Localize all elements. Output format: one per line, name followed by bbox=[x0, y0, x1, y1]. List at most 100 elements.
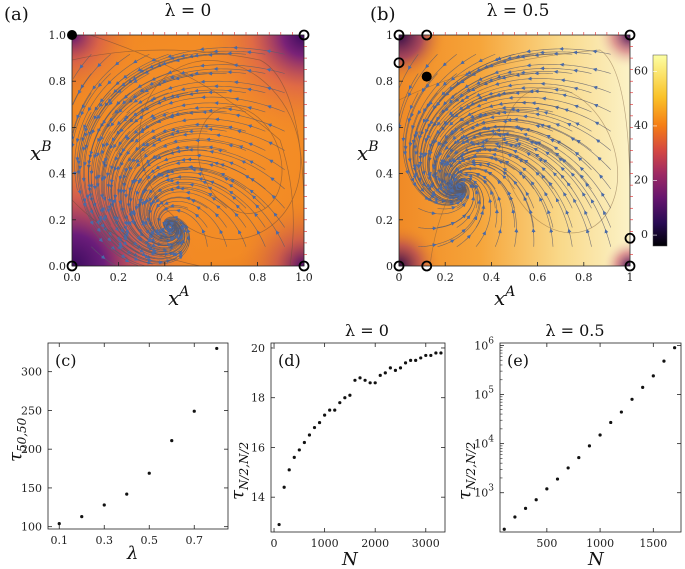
flow-arrow bbox=[270, 177, 275, 182]
flow-arrow bbox=[570, 137, 575, 142]
flow-arrow bbox=[574, 151, 580, 156]
panel-b-label: (b) bbox=[370, 4, 396, 25]
flow-arrow bbox=[459, 127, 464, 131]
flow-arrow bbox=[453, 127, 459, 132]
data-point bbox=[523, 506, 528, 510]
y-tick-label: 106 bbox=[474, 336, 494, 352]
flow-arrow bbox=[100, 254, 106, 260]
flow-arrow bbox=[453, 150, 459, 155]
flow-arrow bbox=[89, 220, 94, 226]
flow-arrow bbox=[425, 183, 430, 189]
flow-arrow bbox=[507, 191, 512, 196]
flow-arrow bbox=[118, 141, 123, 146]
flow-arrow bbox=[161, 79, 167, 83]
data-point bbox=[651, 374, 655, 378]
flow-arrow bbox=[425, 63, 430, 69]
flow-arrow bbox=[169, 114, 175, 119]
flow-arrow bbox=[550, 138, 555, 143]
flow-arrow bbox=[442, 179, 447, 185]
flow-arrow bbox=[136, 244, 142, 249]
y-tick-exponent: 3 bbox=[488, 484, 494, 494]
flow-arrow bbox=[458, 106, 464, 111]
y-tick-label: 14 bbox=[251, 491, 265, 504]
stable-fixed-point bbox=[421, 71, 432, 82]
flow-arrow bbox=[190, 199, 196, 203]
flow-arrow bbox=[476, 67, 481, 72]
flow-arrow bbox=[604, 228, 609, 234]
flow-arrow bbox=[98, 102, 103, 108]
x-tick-label: 1000 bbox=[586, 537, 614, 550]
flow-arrow bbox=[125, 229, 130, 234]
flow-arrow bbox=[96, 114, 101, 120]
flow-arrow bbox=[444, 121, 449, 126]
flow-arrow bbox=[126, 150, 131, 156]
flow-arrow bbox=[138, 177, 143, 183]
data-point bbox=[398, 366, 403, 370]
flow-arrow bbox=[175, 94, 180, 99]
flow-arrow bbox=[228, 184, 234, 188]
unstable-fixed-point bbox=[298, 29, 310, 41]
x-tick-label: 0.2 bbox=[436, 271, 454, 284]
flow-arrow bbox=[144, 254, 150, 259]
flow-arrow bbox=[459, 156, 465, 160]
flow-arrow bbox=[525, 137, 530, 142]
flow-arrow bbox=[228, 190, 234, 195]
flow-arrow bbox=[417, 110, 422, 115]
flow-arrow bbox=[132, 94, 138, 99]
flow-arrow bbox=[443, 101, 448, 106]
flow-arrow bbox=[156, 203, 161, 209]
flow-arrow bbox=[228, 161, 234, 166]
flow-arrow bbox=[271, 194, 276, 200]
flow-arrow bbox=[82, 198, 87, 203]
flow-arrow bbox=[103, 214, 107, 220]
flow-arrow bbox=[449, 121, 454, 126]
data-point bbox=[358, 376, 362, 380]
flow-arrow bbox=[113, 166, 118, 172]
data-point bbox=[307, 433, 312, 437]
flow-arrow bbox=[144, 106, 149, 111]
flow-arrow bbox=[461, 134, 466, 139]
flow-arrow bbox=[565, 210, 570, 215]
flow-arrow bbox=[88, 131, 93, 136]
flow-arrow bbox=[422, 118, 427, 124]
data-point bbox=[277, 522, 281, 527]
flow-arrow bbox=[464, 139, 470, 143]
flow-arrow bbox=[238, 229, 242, 235]
flow-arrow bbox=[81, 146, 86, 152]
flow-arrow bbox=[535, 112, 540, 117]
flow-arrow bbox=[476, 103, 482, 108]
flow-arrow bbox=[256, 230, 261, 235]
flow-arrow bbox=[180, 53, 186, 58]
flow-arrow bbox=[146, 260, 152, 265]
flow-arrow bbox=[122, 100, 127, 105]
flow-arrow bbox=[441, 91, 446, 96]
flow-arrow bbox=[117, 121, 122, 126]
panel-d-ylabel: τN/2,N/2 bbox=[227, 442, 251, 500]
flow-arrow bbox=[202, 180, 207, 185]
flow-arrow bbox=[470, 118, 475, 122]
flow-arrow bbox=[423, 108, 427, 113]
flow-arrow bbox=[161, 96, 167, 100]
data-point bbox=[619, 410, 623, 414]
y-tick-exponent: 4 bbox=[488, 435, 494, 445]
flow-arrow bbox=[249, 160, 254, 165]
flow-arrow bbox=[518, 171, 523, 176]
data-point bbox=[302, 440, 306, 445]
flow-arrow bbox=[168, 251, 174, 256]
flow-arrow bbox=[197, 172, 203, 176]
flow-arrow bbox=[541, 167, 546, 172]
flow-arrow bbox=[129, 210, 134, 216]
flow-arrow bbox=[450, 129, 455, 134]
flow-arrow bbox=[169, 94, 175, 98]
flow-arrow bbox=[421, 170, 426, 176]
flow-arrow bbox=[155, 198, 160, 203]
flow-arrow bbox=[449, 148, 454, 153]
flow-arrow bbox=[455, 139, 460, 144]
flow-arrow bbox=[547, 209, 551, 215]
panel-e-xlabel: N bbox=[587, 549, 605, 569]
flow-arrow bbox=[443, 162, 447, 168]
y-tick-label: 20 bbox=[251, 342, 265, 355]
flow-arrow bbox=[555, 197, 560, 203]
flow-arrow bbox=[79, 64, 84, 69]
y-tick-label: 200 bbox=[21, 443, 42, 456]
